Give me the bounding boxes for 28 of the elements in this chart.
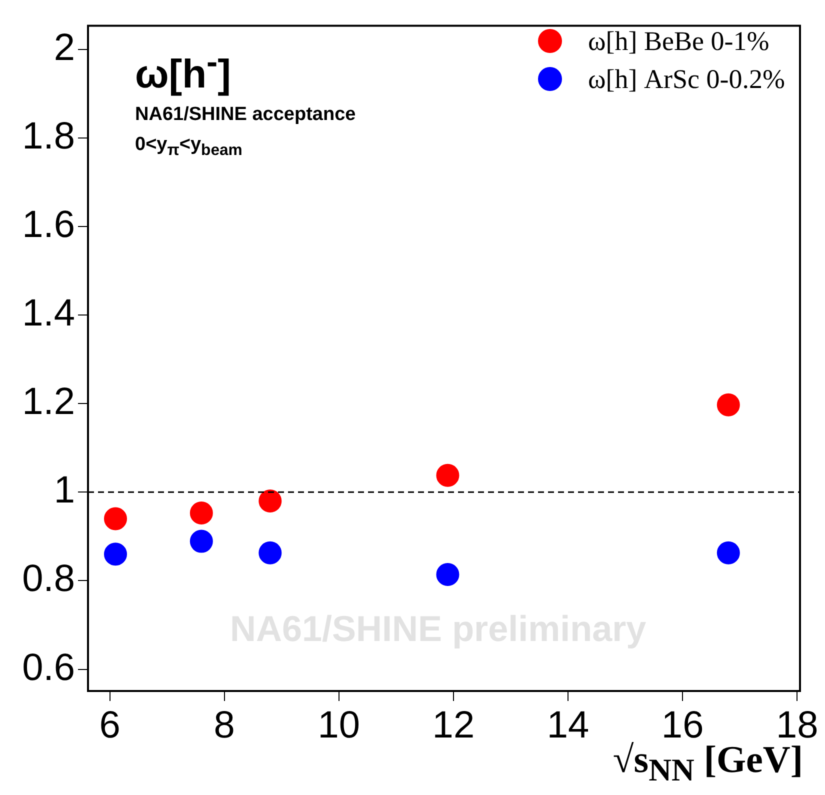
point xyxy=(716,541,740,564)
point xyxy=(104,507,127,530)
point xyxy=(436,464,460,487)
point xyxy=(716,393,740,416)
text: ω[h$^{-}$] xyxy=(135,44,231,98)
y-tick-label: 0.8 xyxy=(22,558,75,600)
legend-label: ω[h] ArSc 0-0.2% xyxy=(588,64,785,94)
point xyxy=(436,563,460,586)
x-tick-label: 8 xyxy=(214,704,235,746)
annotation: 0<y$_{π}$<y$_{beam}$ xyxy=(135,134,242,160)
point xyxy=(190,530,213,553)
annotation: NA61/SHINE acceptance xyxy=(135,104,356,126)
y-tick-label: 1.2 xyxy=(22,381,75,424)
point xyxy=(258,541,282,564)
y-tick-label: 0.6 xyxy=(22,646,75,689)
y-tick-label: 1.8 xyxy=(22,115,75,158)
point xyxy=(104,542,127,566)
x-tick-label: 14 xyxy=(546,704,590,746)
legend-label: ω[h] BeBe 0-1% xyxy=(588,26,770,56)
y-tick-label: 1.6 xyxy=(22,204,75,246)
point xyxy=(258,490,282,513)
y-tick-label: 2 xyxy=(54,26,75,69)
y-tick-label: 1 xyxy=(54,470,75,512)
y-tick-label: 1.4 xyxy=(22,292,75,334)
x-tick-label: 6 xyxy=(99,704,120,746)
x-tick-label: 10 xyxy=(318,704,360,746)
point xyxy=(190,501,213,524)
x-tick-label: 12 xyxy=(432,704,475,746)
